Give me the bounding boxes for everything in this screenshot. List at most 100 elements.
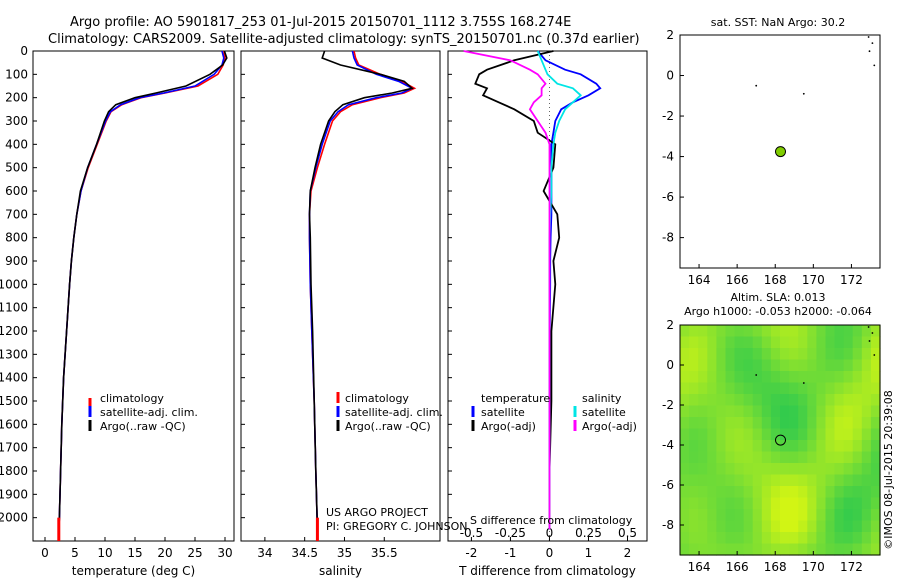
heatmap-cell [834,474,845,487]
heatmap-cell [825,371,836,384]
heatmap-cell [852,440,863,453]
heatmap-cell [725,428,736,441]
series-line-climatology [58,50,226,530]
y-tick-label: 100 [5,67,28,81]
heatmap-cell [870,348,881,361]
heatmap-cell [743,451,754,464]
heatmap-cell [770,348,781,361]
heatmap-cell [761,405,772,418]
heatmap-cell [725,451,736,464]
heatmap-cell [798,509,808,522]
heatmap-cell [780,497,790,510]
heatmap-cell [852,394,863,407]
heatmap-cell [780,348,790,361]
heatmap-cell [834,428,845,441]
heatmap-cell [680,371,690,384]
heatmap-cell [698,405,708,418]
heatmap-cell [770,486,781,499]
heatmap-cell [770,359,781,372]
top-tick-label: 0.5 [618,526,637,540]
heatmap-cell [798,325,808,338]
heatmap-cell [843,509,854,522]
heatmap-cell [698,325,708,338]
heatmap-cell [698,463,708,476]
x-axis-label: temperature (deg C) [72,564,195,578]
heatmap-cell [680,451,690,464]
heatmap-cell [689,532,699,545]
heatmap-cell [734,336,745,349]
project-note-line2: PI: GREGORY C. JOHNSON [326,520,467,533]
heatmap-cell [834,543,845,556]
heatmap-cell [725,486,736,499]
heatmap-cell [734,497,745,510]
heatmap-cell [716,497,727,510]
heatmap-cell [689,359,699,372]
heatmap-cell [680,440,690,453]
island-dot [868,340,871,342]
heatmap-cell [770,520,781,533]
heatmap-cell [807,440,817,453]
temperature-panel: 0100200300400500600700800900100011001200… [0,44,235,578]
heatmap-cell [843,520,854,533]
heatmap-cell [698,520,708,533]
heatmap-cell [798,543,808,556]
heatmap-cell [870,405,881,418]
series-line-argo-raw-qc- [308,50,414,530]
heatmap-cell [825,382,836,395]
heatmap-cell [707,428,717,441]
island-dot [871,332,874,334]
heatmap-cell [816,428,827,441]
x-tick-label: 166 [726,273,749,287]
difference-legend: temperature salinity satellite Argo(-adj… [471,392,637,433]
sst-map-panel: 164 166 168 170 172 -8 -6 -4 -2 0 2 [662,28,881,287]
heatmap-cell [825,543,836,556]
heatmap-cell [789,405,799,418]
heatmap-cell [789,463,799,476]
heatmap-cell [689,405,699,418]
heatmap-cell [780,325,790,338]
map-frame [679,34,881,269]
heatmap-cell [798,520,808,533]
heatmap-cell [798,440,808,453]
heatmap-cell [789,417,799,430]
heatmap-cell [834,532,845,545]
heatmap-cell [780,440,790,453]
heatmap-cell [680,325,690,338]
heatmap-cell [707,509,717,522]
y-tick-label: 300 [5,114,28,128]
heatmap-cell [843,325,854,338]
heatmap-cell [707,359,717,372]
heatmap-cell [689,382,699,395]
heatmap-cell [807,474,817,487]
heatmap-cell [770,405,781,418]
heatmap-cell [861,520,872,533]
legend-label-climatology: climatology [100,392,164,405]
heatmap-cell [825,428,836,441]
heatmap-cell [816,532,827,545]
heatmap-cell [861,497,872,510]
heatmap-cell [707,474,717,487]
heatmap-cell [825,359,836,372]
heatmap-cell [752,520,763,533]
heatmap-cell [707,336,717,349]
heatmap-cell [725,348,736,361]
heatmap-cell [761,440,772,453]
heatmap-cell [816,405,827,418]
heatmap-cell [761,336,772,349]
heatmap-cell [780,382,790,395]
heatmap-cell [707,520,717,533]
heatmap-cell [870,359,881,372]
heatmap-cell [707,382,717,395]
heatmap-cell [707,497,717,510]
heatmap-cell [689,497,699,510]
heatmap-cell [798,405,808,418]
heatmap-cell [825,394,836,407]
island-dot [867,36,870,38]
heatmap-cell [680,336,690,349]
series-line-climatology [308,50,417,530]
heatmap-cell [734,486,745,499]
heatmap-cell [798,348,808,361]
heatmap-cell [716,474,727,487]
heatmap-cell [870,451,881,464]
heatmap-cell [807,509,817,522]
